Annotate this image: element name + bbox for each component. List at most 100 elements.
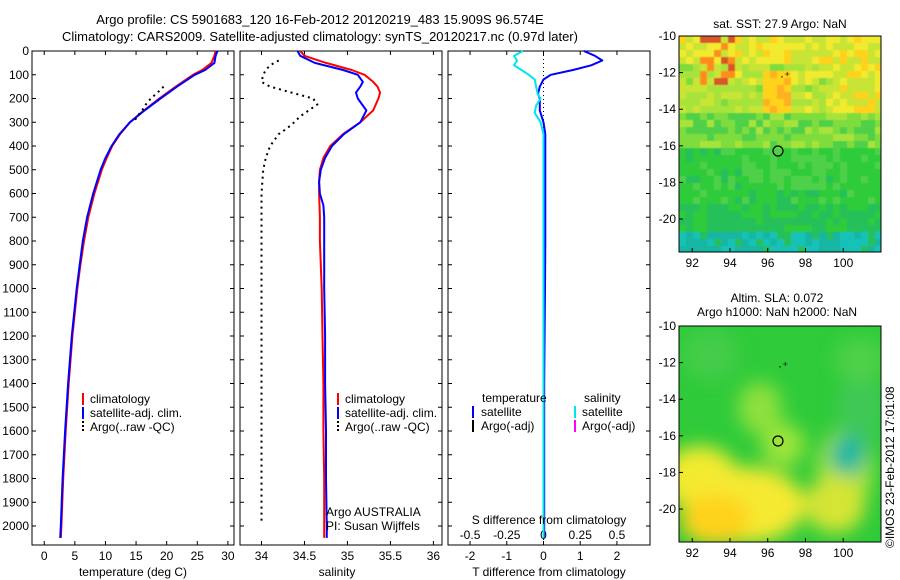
map-y-tick-label: -12 xyxy=(659,66,677,80)
legend-label-climatology: climatology xyxy=(345,392,405,406)
difference-xlabel: T difference from climatology xyxy=(472,565,626,579)
y-tick-label: 1500 xyxy=(2,400,29,414)
x-tick-label: 5 xyxy=(72,549,79,563)
series-line-argo-raw-qc- xyxy=(132,85,165,123)
sst-map-frame xyxy=(678,35,882,253)
temperature-xlabel: temperature (deg C) xyxy=(79,565,187,579)
map-x-tick-label: 96 xyxy=(761,546,775,560)
map-y-tick-label: -16 xyxy=(659,139,677,153)
sst-map xyxy=(679,36,881,252)
map-x-tick-label: 92 xyxy=(686,256,700,270)
legend-label-sal-satellite: satellite xyxy=(582,405,623,419)
y-tick-label: 300 xyxy=(9,115,29,129)
map-x-tick-label: 94 xyxy=(723,546,737,560)
y-tick-label: 400 xyxy=(9,139,29,153)
temperature-legend: climatology satellite-adj. clim. Argo(..… xyxy=(82,392,182,434)
x-tick-label: 0 xyxy=(540,549,547,563)
y-tick-label: 700 xyxy=(9,210,29,224)
salinity-xlabel: salinity xyxy=(319,565,356,579)
sla-map xyxy=(679,326,881,542)
x-tick-label: 2 xyxy=(614,549,621,563)
map-x-tick-label: 98 xyxy=(799,546,813,560)
profile-title: Argo profile: CS 5901683_120 16-Feb-2012… xyxy=(96,12,544,27)
legend-title-temperature: temperature xyxy=(482,391,547,405)
y-tick-label: 1600 xyxy=(2,424,29,438)
series-line-salinity-satellite xyxy=(513,50,545,538)
difference-plot-frame xyxy=(447,50,651,546)
x-tick-label: -2 xyxy=(465,549,476,563)
y-tick-label: 1100 xyxy=(3,305,29,319)
x-tick-label: 36 xyxy=(427,549,441,563)
map-x-tick-label: 100 xyxy=(833,256,853,270)
series-line-climatology xyxy=(299,50,382,538)
salinity-plot-frame xyxy=(239,50,443,546)
map-x-tick-label: 92 xyxy=(686,546,700,560)
sla-float-track-icon: ·⁺ xyxy=(778,359,788,373)
top-tick-label: -0.25 xyxy=(493,528,521,542)
map-x-tick-label: 94 xyxy=(723,256,737,270)
map-y-tick-label: -14 xyxy=(659,392,677,406)
legend-label-satellite: satellite-adj. clim. xyxy=(90,406,182,420)
map-y-tick-label: -14 xyxy=(659,102,677,116)
temperature-plot-frame xyxy=(31,50,235,546)
legend-label-argo: Argo(..raw -QC) xyxy=(90,420,175,434)
legend-label-argo: Argo(..raw -QC) xyxy=(345,420,430,434)
climatology-title: Climatology: CARS2009. Satellite-adjuste… xyxy=(62,29,578,44)
legend-label-climatology: climatology xyxy=(90,392,150,406)
series-line-argo-raw-qc- xyxy=(260,59,319,524)
x-tick-label: 15 xyxy=(129,549,143,563)
sst-map-axes: 92 94 96 98 100 -10 -12 -14 -16 -18 -20 xyxy=(659,29,854,270)
argo-program-label: Argo AUSTRALIA xyxy=(326,505,421,519)
series-line-climatology xyxy=(59,50,217,538)
x-tick-label: 1 xyxy=(577,549,584,563)
map-y-tick-label: -20 xyxy=(659,212,677,226)
map-x-tick-label: 98 xyxy=(799,256,813,270)
x-tick-label: -1 xyxy=(501,549,512,563)
sst-profile-location-marker xyxy=(772,145,784,157)
top-tick-label: 0.5 xyxy=(609,528,626,542)
difference-legend: temperature salinity satellite Argo(-adj… xyxy=(472,391,635,433)
sst-map-title: sat. SST: 27.9 Argo: NaN xyxy=(713,17,846,31)
y-tick-label: 200 xyxy=(9,92,29,106)
x-tick-label: 35.5 xyxy=(379,549,403,563)
y-tick-label: 100 xyxy=(9,68,29,82)
legend-title-salinity: salinity xyxy=(584,391,621,405)
imos-credit: ©IMOS 23-Feb-2012 17:01:08 xyxy=(883,386,897,548)
sla-map-frame xyxy=(678,325,882,543)
map-y-tick-label: -20 xyxy=(659,502,677,516)
y-tick-label: 1700 xyxy=(2,448,29,462)
y-tick-label: 2000 xyxy=(2,519,29,533)
temperature-plot: 0100200300400500600700800900100011001200… xyxy=(2,44,235,563)
x-tick-label: 25 xyxy=(191,549,205,563)
y-tick-label: 600 xyxy=(9,187,29,201)
y-tick-label: 0 xyxy=(22,44,29,58)
x-tick-label: 10 xyxy=(99,549,113,563)
series-line-satellite-adj-clim- xyxy=(296,50,368,538)
y-tick-label: 900 xyxy=(9,258,29,272)
sst-float-track-icon: ·⁺ xyxy=(780,69,790,83)
y-tick-label: 1300 xyxy=(2,353,29,367)
y-tick-label: 1000 xyxy=(2,282,29,296)
difference-top-label: S difference from climatology xyxy=(472,513,627,527)
series-line-temperature-satellite xyxy=(537,50,604,538)
map-x-tick-label: 96 xyxy=(761,256,775,270)
map-y-tick-label: -18 xyxy=(659,175,677,189)
y-tick-label: 1200 xyxy=(2,329,29,343)
y-tick-label: 1900 xyxy=(2,495,29,509)
argo-pi-label: PI: Susan Wijffels xyxy=(326,519,420,533)
salinity-legend: climatology satellite-adj. clim. Argo(..… xyxy=(337,392,437,434)
legend-label-temp-argo: Argo(-adj) xyxy=(481,419,534,433)
map-y-tick-label: -18 xyxy=(659,465,677,479)
legend-label-sal-argo: Argo(-adj) xyxy=(582,419,635,433)
sla-map-title-line1: Altim. SLA: 0.072 xyxy=(731,291,824,305)
series-line-satellite-adj-clim- xyxy=(59,50,219,538)
y-tick-label: 1800 xyxy=(2,472,29,486)
legend-label-temp-satellite: satellite xyxy=(481,405,522,419)
x-tick-label: 20 xyxy=(160,549,174,563)
x-tick-label: 34.5 xyxy=(293,549,317,563)
y-tick-label: 500 xyxy=(9,163,29,177)
map-x-tick-label: 100 xyxy=(833,546,853,560)
map-y-tick-label: -12 xyxy=(659,356,677,370)
map-y-tick-label: -10 xyxy=(659,29,677,43)
